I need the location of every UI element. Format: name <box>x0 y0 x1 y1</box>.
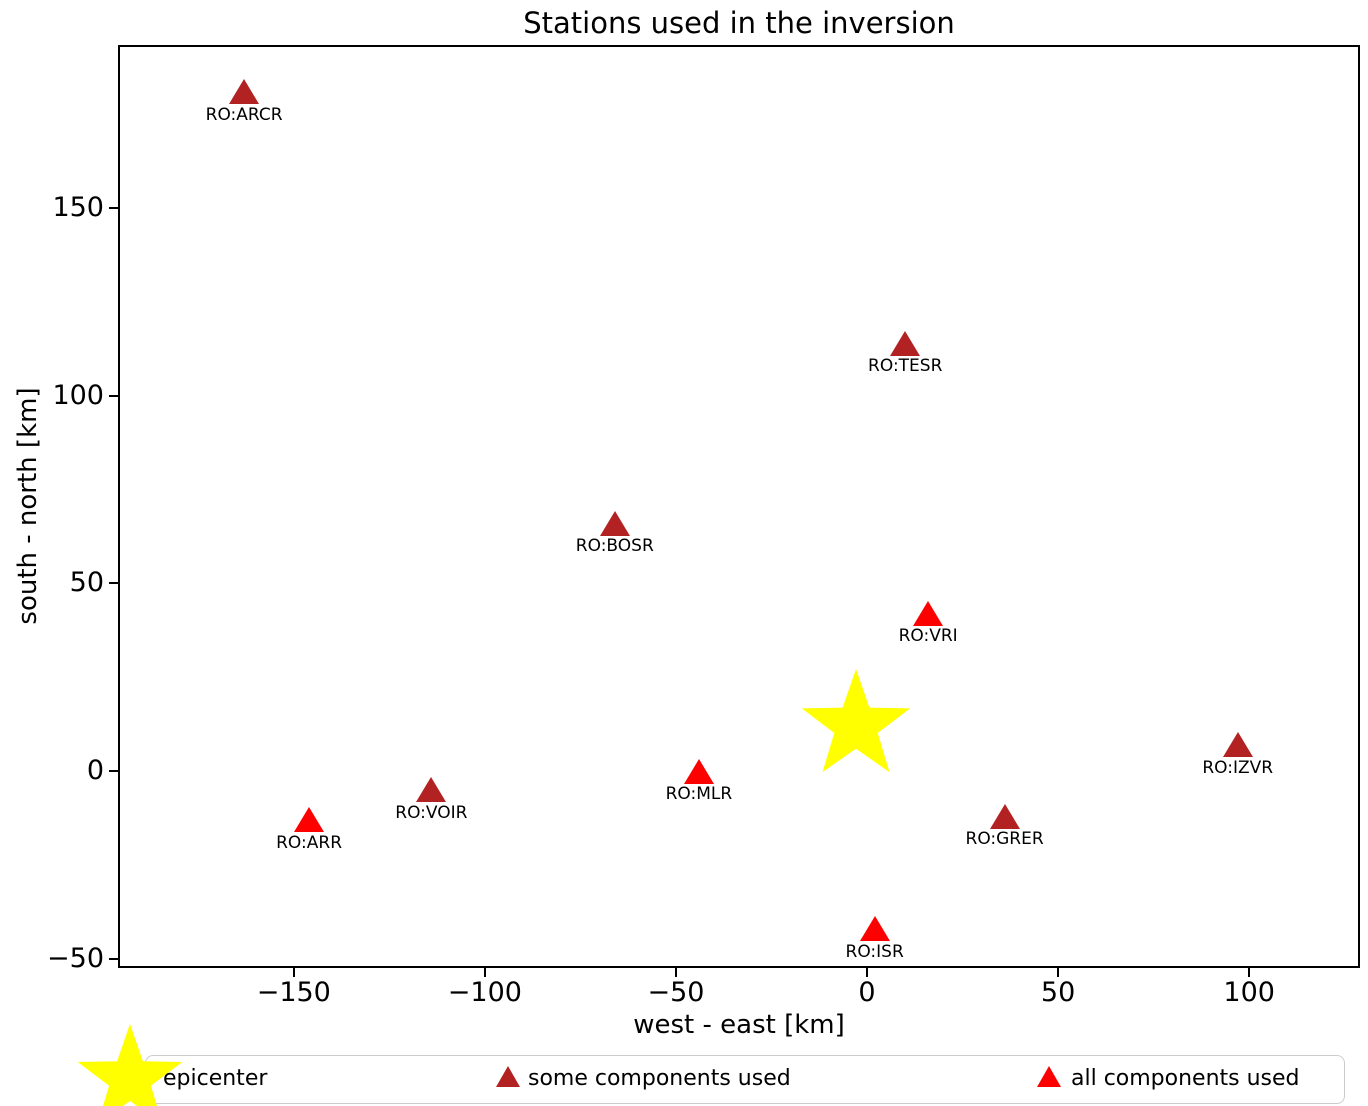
station-label: RO:IZVR <box>1202 757 1274 778</box>
station-marker-some <box>890 330 921 356</box>
station-marker-some <box>989 803 1020 829</box>
x-tick <box>483 968 486 977</box>
x-tick <box>1057 968 1060 977</box>
station-label: RO:TESR <box>868 356 943 377</box>
y-tick <box>109 394 118 397</box>
x-tick-label: 0 <box>858 977 876 1008</box>
x-tick <box>866 968 869 977</box>
x-tick-label: −50 <box>647 977 705 1008</box>
station-label: RO:ISR <box>845 941 904 962</box>
station-marker-some <box>1222 732 1253 758</box>
station-marker-some <box>599 510 630 536</box>
epicenter-star-icon <box>77 1024 183 1106</box>
y-tick <box>109 207 118 210</box>
epicenter-marker <box>801 668 910 773</box>
y-tick-label: 0 <box>86 755 104 787</box>
legend-label-all: all components used <box>1071 1066 1300 1091</box>
legend-label-some: some components used <box>528 1066 791 1091</box>
y-tick <box>109 957 118 960</box>
y-axis-label: south - north [km] <box>13 387 43 625</box>
station-marker-some <box>229 79 260 105</box>
chart-title: Stations used in the inversion <box>523 6 955 40</box>
some-components-triangle-icon <box>496 1066 520 1087</box>
all-components-triangle-icon <box>1037 1066 1061 1087</box>
station-marker-some <box>416 777 447 803</box>
x-tick-label: −100 <box>447 977 522 1008</box>
station-label: RO:MLR <box>665 784 733 805</box>
y-tick <box>109 770 118 773</box>
station-marker-all <box>913 600 944 626</box>
star-shape <box>77 1024 183 1106</box>
x-tick <box>1248 968 1251 977</box>
station-label: RO:VOIR <box>395 802 468 823</box>
y-tick-label: 100 <box>52 379 104 411</box>
y-tick-label: −50 <box>47 942 104 974</box>
station-marker-all <box>294 807 325 833</box>
plot-area <box>118 45 1360 968</box>
x-tick-label: 50 <box>1040 977 1076 1008</box>
x-tick-label: −150 <box>256 977 331 1008</box>
station-label: RO:ARCR <box>205 104 283 125</box>
station-label: RO:BOSR <box>575 536 654 557</box>
x-tick <box>674 968 677 977</box>
legend-box <box>145 1055 1345 1104</box>
y-tick-label: 50 <box>69 567 104 599</box>
station-label: RO:VRI <box>898 626 958 647</box>
y-tick <box>109 582 118 585</box>
star-shape <box>801 668 910 773</box>
station-marker-all <box>859 916 890 942</box>
station-label: RO:ARR <box>276 832 342 853</box>
station-label: RO:GRER <box>965 829 1044 850</box>
x-tick-label: 100 <box>1223 977 1275 1008</box>
x-axis-label: west - east [km] <box>633 1010 845 1040</box>
x-tick <box>292 968 295 977</box>
station-marker-all <box>683 758 714 784</box>
legend-label-epicenter: epicenter <box>163 1066 268 1091</box>
y-tick-label: 150 <box>52 192 104 224</box>
